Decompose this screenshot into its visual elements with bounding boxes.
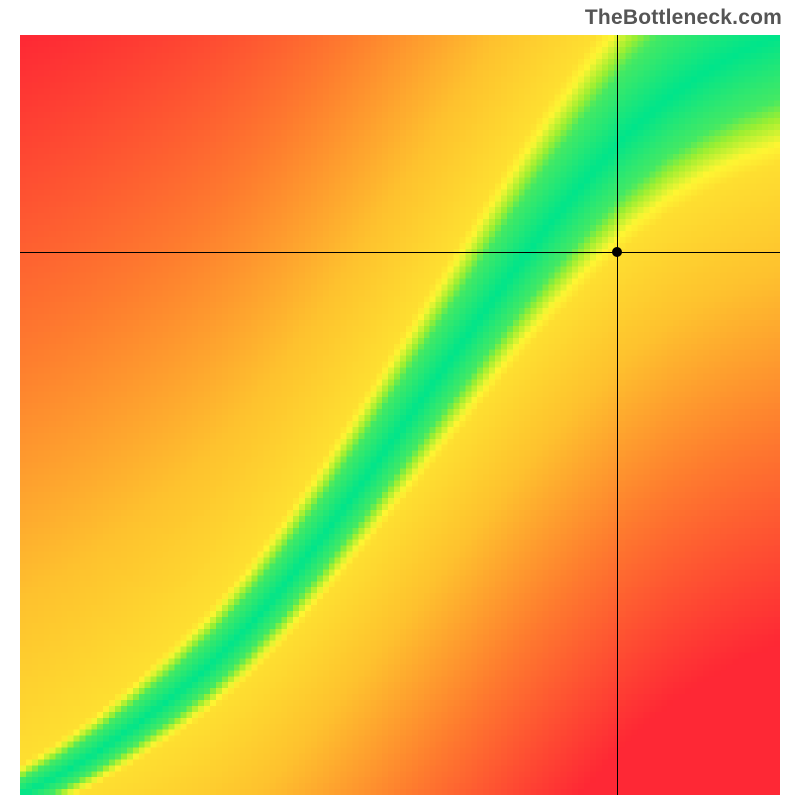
selected-point-marker[interactable] — [612, 247, 622, 257]
watermark-text: TheBottleneck.com — [585, 6, 782, 30]
plot-area — [20, 35, 780, 795]
bottleneck-heatmap — [20, 35, 780, 795]
crosshair-horizontal — [20, 252, 780, 253]
crosshair-vertical — [617, 35, 618, 795]
chart-container: TheBottleneck.com — [0, 0, 800, 800]
